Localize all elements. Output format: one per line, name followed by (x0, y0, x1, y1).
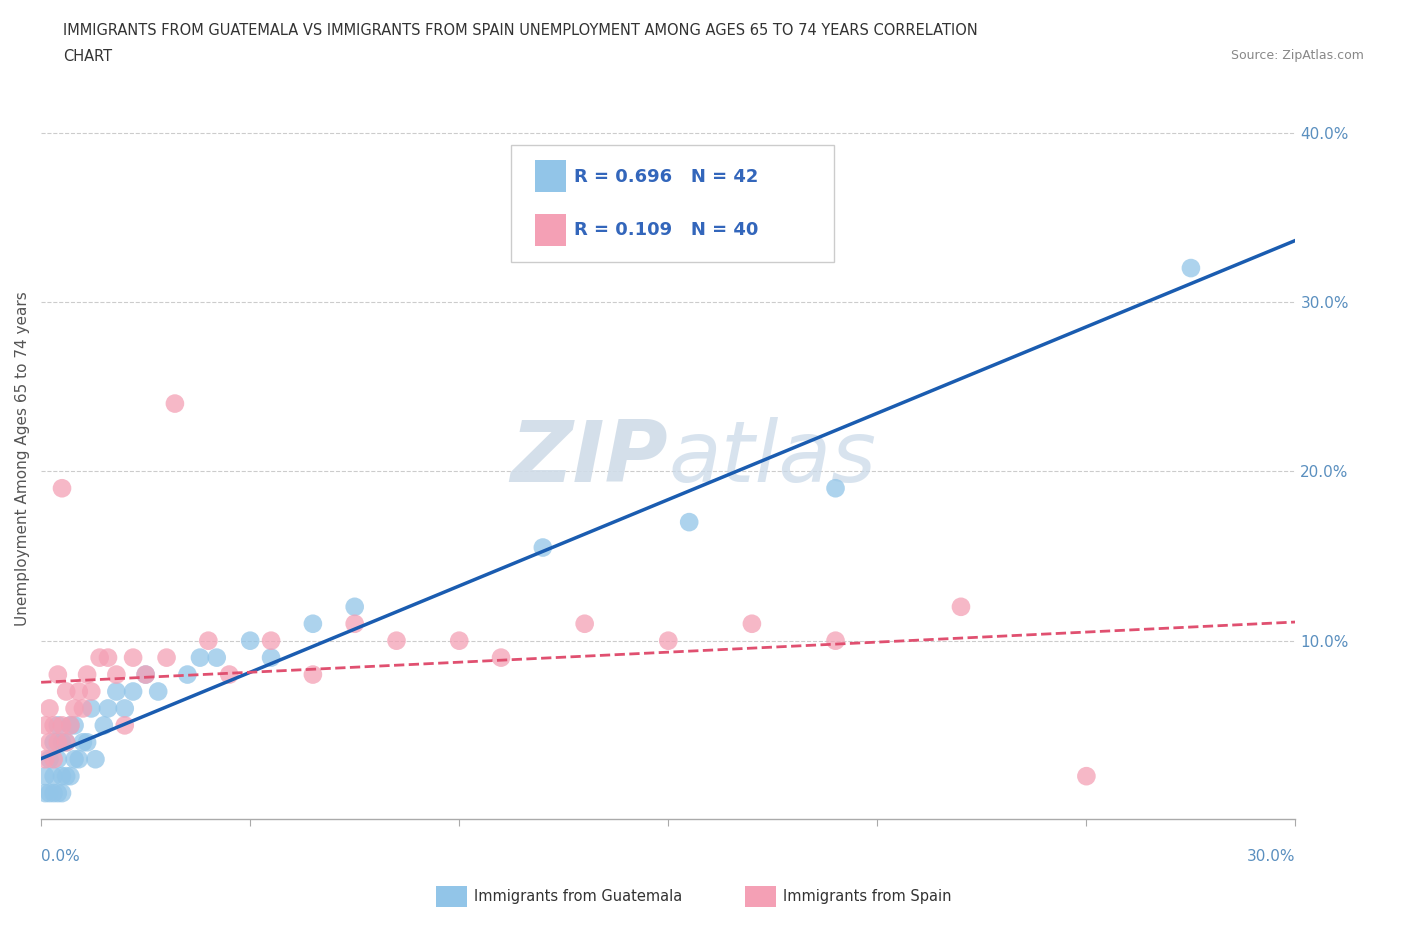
Point (531, 540, 554, 555)
Point (55, 769, 77, 784)
Point (34, 718, 56, 733)
Point (46, 718, 69, 733)
Point (51, 735, 73, 750)
Point (46, 786, 69, 801)
Text: atlas: atlas (668, 418, 876, 500)
Point (51, 769, 73, 784)
Point (343, 617, 366, 631)
Point (260, 650, 283, 665)
Text: IMMIGRANTS FROM GUATEMALA VS IMMIGRANTS FROM SPAIN UNEMPLOYMENT AMONG AGES 65 TO: IMMIGRANTS FROM GUATEMALA VS IMMIGRANTS … (63, 23, 979, 38)
Point (824, 481, 846, 496)
Point (148, 684, 170, 699)
Text: Immigrants from Guatemala: Immigrants from Guatemala (474, 889, 682, 904)
Point (46, 751, 69, 766)
Point (51, 481, 73, 496)
Point (97, 701, 120, 716)
Point (59, 769, 82, 784)
Text: R = 0.696   N = 42: R = 0.696 N = 42 (574, 167, 758, 186)
Point (741, 617, 763, 631)
Point (42, 718, 65, 733)
Point (38, 786, 60, 801)
Point (343, 599, 366, 614)
Point (63, 718, 86, 733)
Text: 0.0%: 0.0% (41, 849, 80, 864)
Point (76, 667, 98, 682)
Point (55, 735, 77, 750)
Text: Immigrants from Spain: Immigrants from Spain (783, 889, 952, 904)
Text: R = 0.109   N = 40: R = 0.109 N = 40 (574, 221, 758, 239)
Point (59, 718, 82, 733)
Point (63, 751, 86, 766)
Point (72, 735, 94, 750)
Point (72, 701, 94, 716)
Point (302, 667, 325, 682)
Point (1076, 769, 1098, 784)
Point (93, 718, 115, 733)
Point (574, 617, 596, 631)
Point (46, 667, 69, 682)
Text: CHART: CHART (63, 49, 112, 64)
Point (67, 751, 90, 766)
Point (55, 684, 77, 699)
Point (51, 718, 73, 733)
Point (51, 786, 73, 801)
Point (42, 735, 65, 750)
Point (176, 667, 198, 682)
Point (163, 396, 186, 411)
Point (34, 769, 56, 784)
Point (84, 751, 107, 766)
Point (42, 769, 65, 784)
Point (135, 667, 157, 682)
Point (114, 701, 136, 716)
Point (1180, 260, 1202, 275)
Point (218, 667, 240, 682)
Point (260, 633, 283, 648)
Point (76, 735, 98, 750)
Point (97, 650, 120, 665)
Point (122, 650, 145, 665)
Point (188, 650, 211, 665)
Point (42, 786, 65, 801)
Point (657, 633, 679, 648)
Point (678, 514, 700, 529)
Point (489, 650, 512, 665)
Point (89, 650, 111, 665)
Text: Source: ZipAtlas.com: Source: ZipAtlas.com (1230, 49, 1364, 62)
Point (205, 650, 228, 665)
Text: 30.0%: 30.0% (1247, 849, 1295, 864)
Point (63, 701, 86, 716)
Point (38, 751, 60, 766)
Point (135, 667, 157, 682)
Point (67, 684, 90, 699)
Point (239, 633, 262, 648)
Point (42, 751, 65, 766)
Point (949, 599, 972, 614)
Point (80, 684, 103, 699)
Point (105, 684, 128, 699)
Point (122, 684, 145, 699)
Point (105, 667, 128, 682)
Point (59, 718, 82, 733)
Point (302, 617, 325, 631)
Point (385, 633, 408, 648)
Point (449, 633, 471, 648)
Text: ZIP: ZIP (510, 418, 668, 500)
Point (38, 701, 60, 716)
Point (197, 633, 219, 648)
Point (824, 633, 846, 648)
Point (80, 701, 103, 716)
Y-axis label: Unemployment Among Ages 65 to 74 years: Unemployment Among Ages 65 to 74 years (15, 291, 30, 626)
Point (34, 751, 56, 766)
Point (155, 650, 177, 665)
Point (34, 786, 56, 801)
Point (55, 735, 77, 750)
Point (38, 735, 60, 750)
Point (114, 718, 136, 733)
Point (46, 735, 69, 750)
